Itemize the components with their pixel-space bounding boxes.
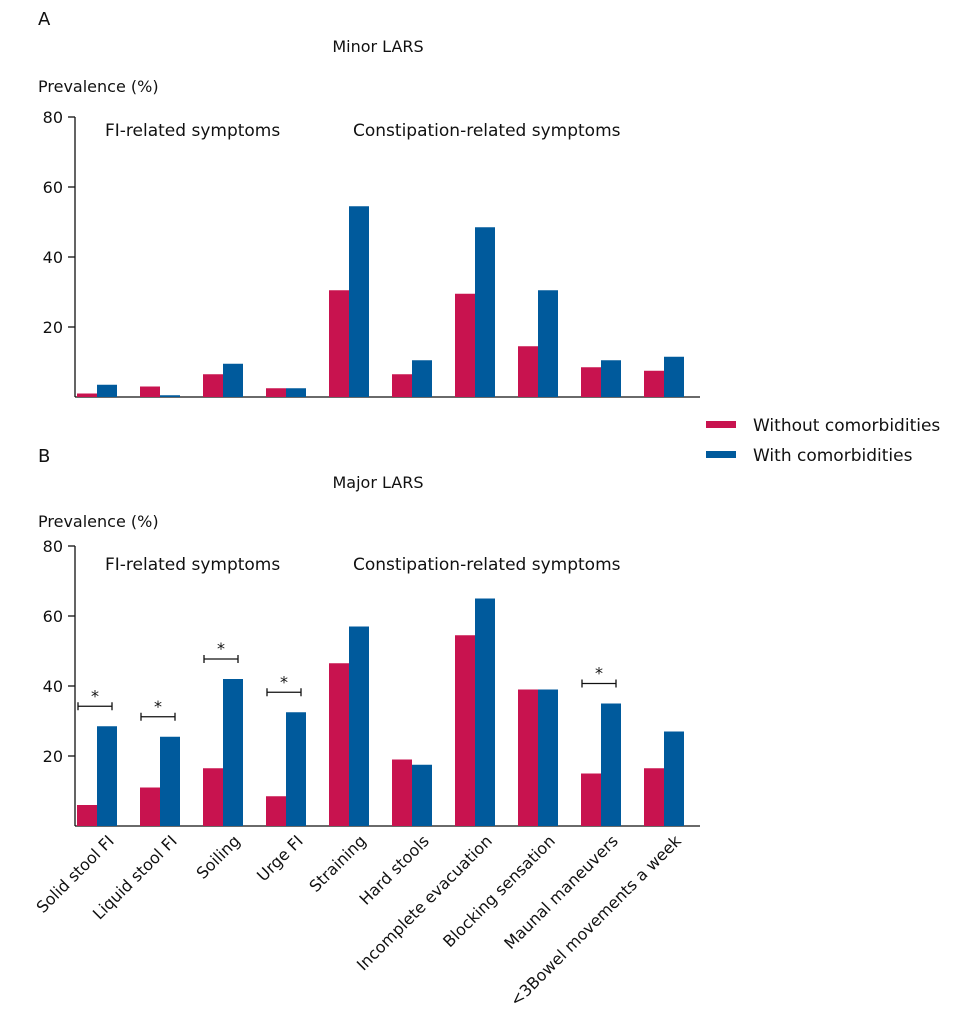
group-label: Constipation-related symptoms [353, 121, 621, 141]
significance-marker: * [154, 697, 162, 716]
bar-with-comorbidities [538, 689, 558, 826]
x-category-label: Soiling [193, 831, 244, 882]
group-label: Constipation-related symptoms [353, 555, 621, 575]
significance-bracket [140, 712, 176, 721]
y-tick-label: 40 [43, 248, 63, 267]
y-axis-label: Prevalence (%) [38, 77, 159, 96]
significance-bracket [203, 655, 239, 663]
panel-title: Minor LARS [332, 37, 423, 56]
bar-with-comorbidities [160, 736, 180, 826]
bar-with-comorbidities [601, 703, 621, 826]
group-label: FI-related symptoms [105, 121, 280, 141]
bar-without-comorbidities [77, 393, 97, 397]
bar-without-comorbidities [644, 370, 664, 397]
bar-without-comorbidities [329, 290, 349, 397]
bar-without-comorbidities [266, 388, 286, 397]
legend-swatch [706, 451, 736, 458]
bar-with-comorbidities [412, 360, 432, 397]
bar-with-comorbidities [349, 206, 369, 397]
significance-bracket [266, 688, 302, 697]
x-category-label: Blocking sensation [439, 831, 559, 951]
bar-with-comorbidities [475, 598, 495, 826]
bar-without-comorbidities [518, 689, 538, 826]
y-tick-label: 80 [43, 108, 63, 127]
bar-with-comorbidities [664, 356, 684, 397]
y-tick-label: 60 [43, 607, 63, 626]
y-tick-label: 20 [43, 318, 63, 337]
bar-without-comorbidities [581, 773, 601, 826]
significance-marker: * [595, 664, 603, 683]
significance-marker: * [91, 686, 99, 705]
y-axis-label: Prevalence (%) [38, 512, 159, 531]
bar-with-comorbidities [349, 626, 369, 826]
bar-without-comorbidities [140, 787, 160, 826]
bar-without-comorbidities [581, 367, 601, 397]
legend-label: Without comorbidities [753, 416, 940, 436]
bar-with-comorbidities [97, 726, 117, 826]
y-tick-label: 40 [43, 677, 63, 696]
bar-with-comorbidities [412, 764, 432, 826]
legend-label: With comorbidities [753, 446, 913, 466]
panel-letter: B [38, 446, 50, 467]
bar-with-comorbidities [538, 290, 558, 397]
bar-without-comorbidities [392, 374, 412, 397]
x-category-label: Urge FI [253, 831, 307, 885]
bar-with-comorbidities [97, 384, 117, 397]
bar-with-comorbidities [286, 388, 306, 397]
x-category-label: Maunal maneuvers [500, 831, 622, 953]
significance-bracket [581, 679, 617, 688]
group-label: FI-related symptoms [105, 555, 280, 575]
bar-without-comorbidities [329, 663, 349, 826]
bar-without-comorbidities [203, 768, 223, 826]
bar-without-comorbidities [518, 346, 538, 397]
y-tick-label: 60 [43, 178, 63, 197]
panel-letter: A [38, 9, 51, 30]
bar-without-comorbidities [140, 386, 160, 397]
y-tick-label: 80 [43, 537, 63, 556]
bar-without-comorbidities [455, 293, 475, 397]
bar-with-comorbidities [601, 360, 621, 397]
panel-title: Major LARS [332, 473, 423, 492]
bar-with-comorbidities [664, 731, 684, 826]
bar-with-comorbidities [223, 363, 243, 397]
legend-swatch [706, 421, 736, 428]
significance-bracket [77, 702, 113, 711]
bar-without-comorbidities [266, 796, 286, 826]
significance-marker: * [280, 672, 288, 691]
bar-with-comorbidities [286, 712, 306, 826]
bar-without-comorbidities [392, 759, 412, 826]
bar-without-comorbidities [77, 805, 97, 826]
bar-with-comorbidities [223, 679, 243, 826]
bar-with-comorbidities [160, 395, 180, 397]
bar-without-comorbidities [455, 635, 475, 826]
y-tick-label: 20 [43, 747, 63, 766]
significance-marker: * [217, 639, 225, 658]
x-category-label: Straining [305, 831, 369, 895]
bar-with-comorbidities [475, 227, 495, 397]
bar-without-comorbidities [203, 374, 223, 397]
bar-without-comorbidities [644, 768, 664, 826]
